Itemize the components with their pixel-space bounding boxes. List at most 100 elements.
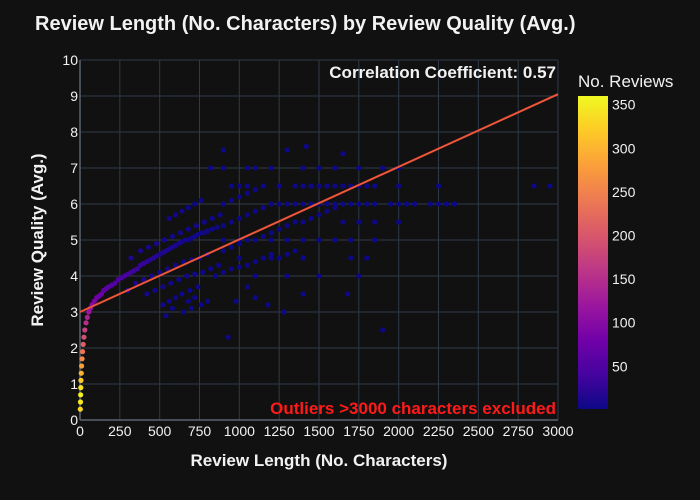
data-point — [78, 363, 85, 369]
data-point — [435, 201, 442, 207]
data-point — [244, 183, 250, 189]
data-point — [141, 277, 147, 283]
x-tick-label: 2750 — [503, 423, 534, 439]
data-point — [303, 143, 309, 149]
data-point — [220, 248, 226, 254]
x-tick-label: 2000 — [383, 423, 414, 439]
chart-title: Review Length (No. Characters) by Review… — [35, 13, 576, 35]
data-point — [356, 201, 362, 207]
data-point — [188, 305, 195, 311]
data-point — [252, 187, 258, 193]
data-point — [244, 190, 250, 196]
data-point — [184, 273, 190, 279]
data-point — [316, 237, 322, 243]
data-point — [451, 201, 458, 207]
data-point — [292, 219, 298, 225]
data-point — [340, 151, 346, 157]
x-tick-label: 1000 — [224, 423, 255, 439]
data-point — [220, 223, 226, 229]
data-point — [144, 291, 150, 297]
data-point — [308, 183, 314, 189]
data-point — [547, 183, 553, 189]
data-point — [180, 309, 187, 315]
data-point — [80, 341, 86, 347]
data-point — [345, 291, 351, 297]
data-point — [134, 266, 140, 272]
colorbar — [578, 96, 608, 409]
data-point — [244, 237, 250, 243]
data-point — [228, 244, 234, 250]
data-point — [244, 262, 250, 268]
grid-lines — [79, 59, 559, 421]
data-point — [228, 266, 234, 272]
colorbar-tick-label: 50 — [612, 358, 628, 374]
data-point — [252, 165, 258, 171]
data-point — [268, 230, 274, 236]
data-point — [79, 356, 85, 362]
data-point — [260, 183, 266, 189]
data-point — [404, 201, 410, 207]
data-point — [268, 165, 274, 171]
data-point — [396, 219, 402, 225]
data-point — [308, 215, 314, 221]
data-point — [252, 259, 258, 265]
correlation-annotation: Correlation Coefficient: 0.57 — [329, 63, 556, 82]
data-point — [284, 273, 290, 279]
data-point — [364, 255, 370, 261]
data-point — [443, 201, 450, 207]
data-point — [292, 248, 298, 254]
data-point — [348, 237, 354, 243]
data-point — [220, 147, 226, 153]
data-point — [163, 313, 169, 319]
data-point — [388, 201, 394, 207]
data-point — [153, 241, 160, 247]
data-point — [380, 327, 386, 333]
y-tick-label: 6 — [70, 196, 78, 212]
colorbar-title: No. Reviews — [578, 72, 673, 91]
data-point — [260, 255, 266, 261]
data-point — [284, 201, 290, 207]
data-point — [348, 255, 354, 261]
data-point — [208, 266, 214, 272]
data-point — [192, 295, 198, 301]
data-point — [185, 298, 191, 304]
data-point — [192, 201, 198, 207]
outliers-annotation: Outliers >3000 characters excluded — [270, 399, 556, 418]
y-tick-label: 3 — [70, 304, 78, 320]
data-point — [198, 302, 204, 308]
data-point — [83, 320, 89, 326]
data-point — [198, 197, 204, 203]
data-point — [332, 165, 338, 171]
colorbar-tick-label: 150 — [612, 271, 636, 287]
data-point — [276, 255, 282, 261]
data-point — [260, 205, 266, 211]
data-point — [157, 269, 163, 275]
data-point — [204, 228, 211, 234]
data-point — [236, 215, 242, 221]
data-point — [380, 165, 386, 171]
x-tick-label: 500 — [148, 423, 172, 439]
y-tick-label: 9 — [70, 88, 78, 104]
data-point — [340, 219, 346, 225]
data-point — [84, 314, 90, 320]
y-tick-label: 0 — [70, 412, 78, 428]
data-point — [228, 197, 234, 203]
data-point — [372, 201, 378, 207]
data-point — [244, 212, 250, 218]
data-point — [252, 273, 258, 279]
y-tick-label: 2 — [70, 340, 78, 356]
data-point — [236, 194, 242, 200]
data-point — [300, 219, 306, 225]
data-point — [356, 165, 362, 171]
data-point — [236, 264, 242, 270]
data-point — [169, 233, 176, 239]
data-point — [176, 277, 182, 283]
colorbar-ticks: 50 100 150 200 250 300 350 — [612, 97, 636, 375]
data-point — [169, 305, 176, 311]
data-point — [220, 237, 226, 243]
data-point — [412, 201, 418, 207]
data-point — [332, 201, 338, 207]
data-point — [193, 223, 199, 229]
data-point — [165, 266, 171, 272]
data-point — [244, 284, 250, 290]
